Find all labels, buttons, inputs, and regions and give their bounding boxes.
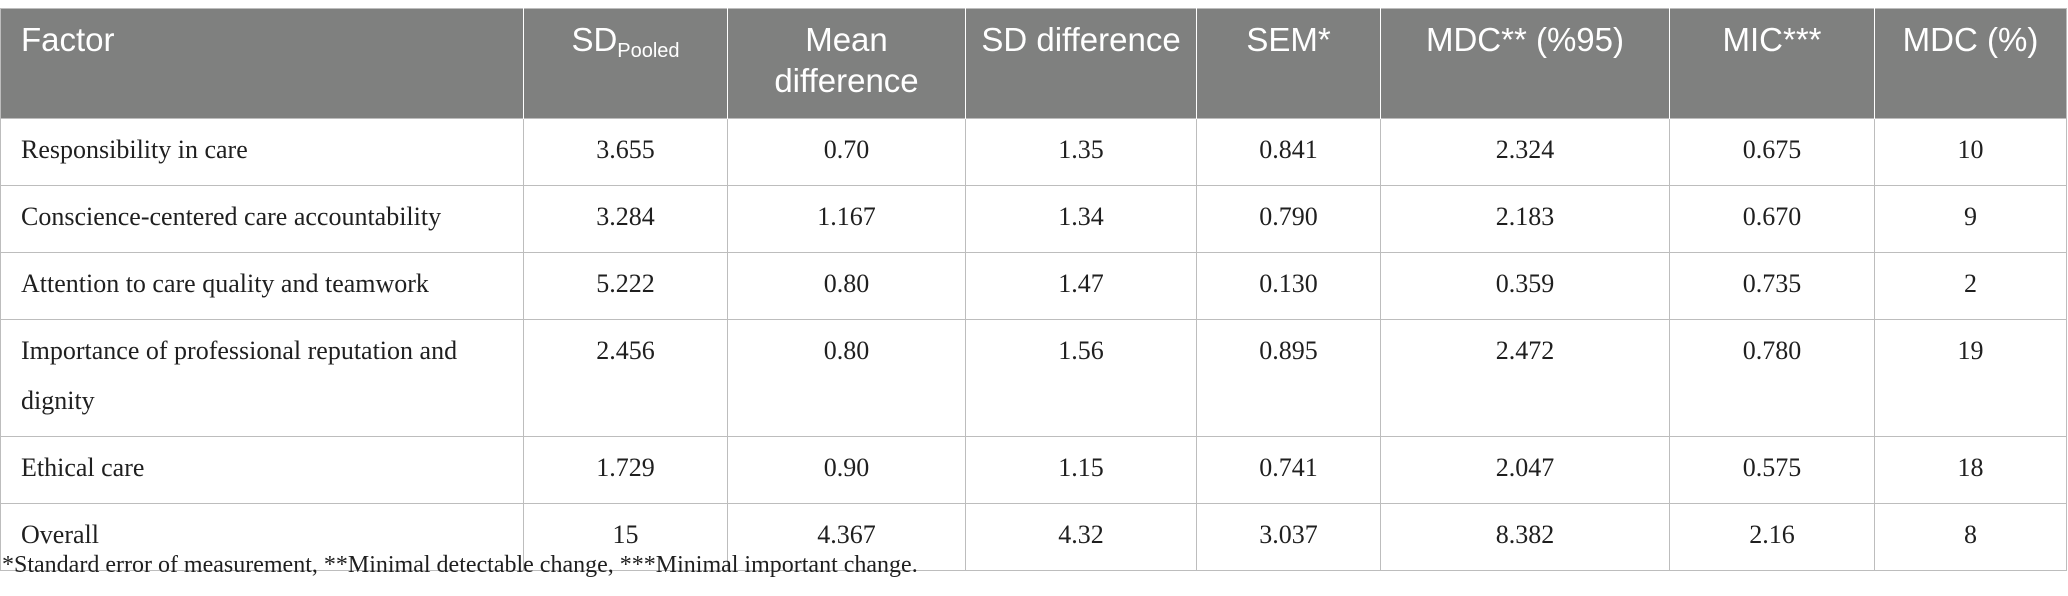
header-sd-pooled: SDPooled xyxy=(523,8,728,119)
data-table-container: Factor SDPooled Mean difference SD diffe… xyxy=(0,8,2067,571)
cell-mean-difference: 1.167 xyxy=(727,185,966,253)
table-row: Attention to care quality and teamwork 5… xyxy=(0,252,2067,320)
cell-sd-pooled: 2.456 xyxy=(523,319,728,437)
header-sd-text: SD xyxy=(571,21,618,58)
cell-mic: 0.780 xyxy=(1669,319,1875,437)
header-sem: SEM* xyxy=(1196,8,1381,119)
cell-factor: Ethical care xyxy=(0,436,524,504)
cell-sd-pooled: 3.655 xyxy=(523,118,728,186)
cell-sd-difference: 4.32 xyxy=(965,503,1197,571)
header-sd-subscript: Pooled xyxy=(617,40,680,62)
cell-mdc-95: 2.472 xyxy=(1380,319,1670,437)
cell-sd-difference: 1.35 xyxy=(965,118,1197,186)
cell-mic: 0.670 xyxy=(1669,185,1875,253)
table-row: Conscience-centered care accountability … xyxy=(0,185,2067,253)
cell-mean-difference: 0.70 xyxy=(727,118,966,186)
cell-sd-pooled: 5.222 xyxy=(523,252,728,320)
cell-mean-difference: 0.80 xyxy=(727,252,966,320)
header-mic: MIC*** xyxy=(1669,8,1875,119)
table-row: Overall 15 4.367 4.32 3.037 8.382 2.16 8 xyxy=(0,503,2067,571)
cell-mdc-percent: 2 xyxy=(1874,252,2067,320)
cell-mdc-percent: 10 xyxy=(1874,118,2067,186)
cell-mic: 0.735 xyxy=(1669,252,1875,320)
header-mdc-95: MDC** (%95) xyxy=(1380,8,1670,119)
cell-sem: 0.895 xyxy=(1196,319,1381,437)
cell-sd-difference: 1.47 xyxy=(965,252,1197,320)
header-sd-difference: SD difference xyxy=(965,8,1197,119)
cell-mdc-95: 2.183 xyxy=(1380,185,1670,253)
table-row: Importance of professional reputation an… xyxy=(0,319,2067,437)
cell-mdc-percent: 18 xyxy=(1874,436,2067,504)
cell-sd-pooled: 1.729 xyxy=(523,436,728,504)
header-mean-difference: Mean difference xyxy=(727,8,966,119)
cell-mdc-95: 8.382 xyxy=(1380,503,1670,571)
cell-mdc-95: 2.047 xyxy=(1380,436,1670,504)
cell-mean-difference: 0.80 xyxy=(727,319,966,437)
data-table: Factor SDPooled Mean difference SD diffe… xyxy=(0,8,2067,571)
cell-sem: 0.741 xyxy=(1196,436,1381,504)
cell-mdc-percent: 19 xyxy=(1874,319,2067,437)
cell-factor: Attention to care quality and teamwork xyxy=(0,252,524,320)
header-row: Factor SDPooled Mean difference SD diffe… xyxy=(0,8,2067,119)
cell-mdc-percent: 8 xyxy=(1874,503,2067,571)
cell-factor: Overall xyxy=(0,503,524,571)
cell-sem: 0.130 xyxy=(1196,252,1381,320)
cell-factor: Responsibility in care xyxy=(0,118,524,186)
cell-mic: 0.575 xyxy=(1669,436,1875,504)
header-factor: Factor xyxy=(0,8,524,119)
cell-sd-difference: 1.15 xyxy=(965,436,1197,504)
table-row: Ethical care 1.729 0.90 1.15 0.741 2.047… xyxy=(0,436,2067,504)
cell-sd-pooled: 15 xyxy=(523,503,728,571)
cell-mean-difference: 0.90 xyxy=(727,436,966,504)
cell-sd-pooled: 3.284 xyxy=(523,185,728,253)
table-row: Responsibility in care 3.655 0.70 1.35 0… xyxy=(0,118,2067,186)
cell-sem: 0.841 xyxy=(1196,118,1381,186)
cell-mean-difference: 4.367 xyxy=(727,503,966,571)
cell-mdc-95: 2.324 xyxy=(1380,118,1670,186)
cell-mic: 2.16 xyxy=(1669,503,1875,571)
table-footnote: *Standard error of measurement, **Minima… xyxy=(2,552,918,578)
cell-sem: 0.790 xyxy=(1196,185,1381,253)
cell-mdc-95: 0.359 xyxy=(1380,252,1670,320)
cell-factor: Importance of professional reputation an… xyxy=(0,319,524,437)
cell-sem: 3.037 xyxy=(1196,503,1381,571)
cell-sd-difference: 1.34 xyxy=(965,185,1197,253)
header-mdc-percent: MDC (%) xyxy=(1874,8,2067,119)
cell-mic: 0.675 xyxy=(1669,118,1875,186)
cell-mdc-percent: 9 xyxy=(1874,185,2067,253)
cell-factor: Conscience-centered care accountability xyxy=(0,185,524,253)
cell-sd-difference: 1.56 xyxy=(965,319,1197,437)
